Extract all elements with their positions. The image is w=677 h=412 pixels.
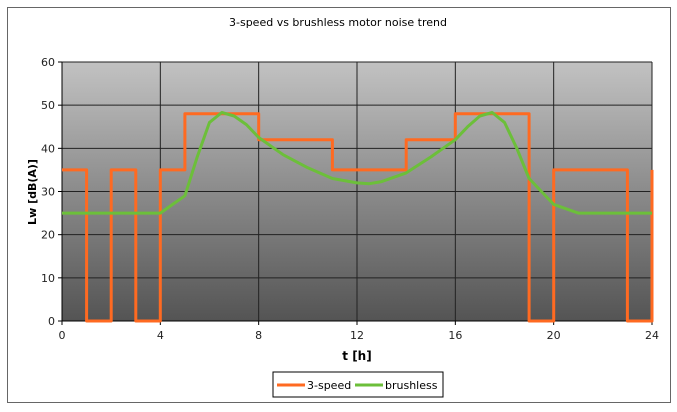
y-tick-label: 50 (41, 99, 55, 112)
x-tick-label: 16 (448, 329, 462, 342)
x-tick-label: 20 (547, 329, 561, 342)
x-tick-label: 8 (255, 329, 262, 342)
legend-label-brushless: brushless (385, 379, 438, 392)
x-tick-label: 12 (350, 329, 364, 342)
legend: 3-speed brushless (272, 371, 444, 398)
series-line-brushless (62, 111, 652, 215)
y-tick-label: 10 (41, 272, 55, 285)
y-tick-label: 30 (41, 186, 55, 199)
x-tick-label: 0 (59, 329, 66, 342)
x-tick-label: 4 (157, 329, 164, 342)
y-tick-label: 60 (41, 56, 55, 69)
y-tick-label: 40 (41, 142, 55, 155)
x-tick-label: 24 (645, 329, 659, 342)
y-tick-label: 20 (41, 229, 55, 242)
chart-frame (7, 7, 671, 403)
series-line-3-speed (62, 112, 654, 323)
x-axis-label: t [h] (342, 349, 371, 363)
y-tick-label: 0 (48, 315, 55, 328)
legend-label-3-speed: 3-speed (307, 379, 351, 392)
y-axis-label: Lw [dB(A)] (26, 159, 39, 225)
chart-title: 3-speed vs brushless motor noise trend (229, 16, 447, 29)
